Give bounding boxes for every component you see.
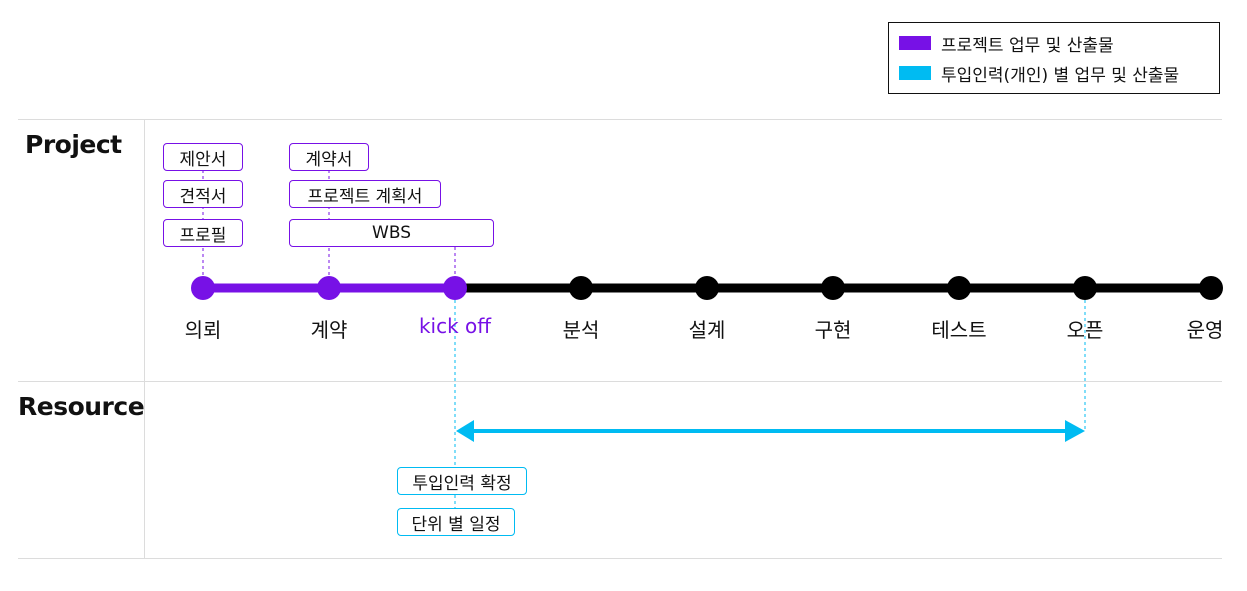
legend-item-resource: 투입인력(개인) 별 업무 및 산출물 bbox=[899, 63, 1180, 86]
section-divider-bottom bbox=[18, 558, 1222, 559]
phase-label-test: 테스트 bbox=[931, 318, 987, 342]
milestone-dot-request bbox=[191, 276, 215, 300]
legend-item-project: 프로젝트 업무 및 산출물 bbox=[899, 33, 1114, 56]
doc-project-plan: 프로젝트 계획서 bbox=[289, 180, 441, 208]
phase-label-request: 의뢰 bbox=[184, 318, 222, 342]
doc-staffing-confirm: 투입인력 확정 bbox=[397, 467, 527, 495]
section-title-resource: Resource bbox=[18, 392, 145, 421]
section-title-project: Project bbox=[25, 130, 122, 159]
phase-label-implementation: 구현 bbox=[814, 318, 852, 342]
doc-contract: 계약서 bbox=[289, 143, 369, 171]
section-divider-middle bbox=[18, 381, 1222, 382]
legend: 프로젝트 업무 및 산출물 투입인력(개인) 별 업무 및 산출물 bbox=[888, 22, 1220, 94]
doc-wbs: WBS bbox=[289, 219, 494, 247]
milestone-dot-kickoff bbox=[443, 276, 467, 300]
legend-label-resource: 투입인력(개인) 별 업무 및 산출물 bbox=[941, 65, 1180, 86]
milestone-dot-implementation bbox=[821, 276, 845, 300]
resource-arrow-left bbox=[456, 420, 474, 442]
phase-label-open: 오픈 bbox=[1066, 318, 1104, 342]
phase-label-analysis: 분석 bbox=[562, 318, 600, 342]
section-label-divider bbox=[144, 119, 145, 559]
doc-proposal: 제안서 bbox=[163, 143, 243, 171]
resource-arrow-right bbox=[1065, 420, 1085, 442]
doc-unit-schedule: 단위 별 일정 bbox=[397, 508, 515, 536]
phase-label-design: 설계 bbox=[688, 318, 726, 342]
section-divider-top bbox=[18, 119, 1222, 120]
legend-swatch-project bbox=[899, 36, 931, 50]
phase-label-kickoff: kick off bbox=[418, 314, 492, 338]
milestone-dot-open bbox=[1073, 276, 1097, 300]
milestone-dot-test bbox=[947, 276, 971, 300]
legend-swatch-resource bbox=[899, 66, 931, 80]
milestone-dot-analysis bbox=[569, 276, 593, 300]
phase-label-contract: 계약 bbox=[310, 318, 348, 342]
phase-label-operation: 운영 bbox=[1186, 318, 1224, 342]
milestone-dot-operation bbox=[1199, 276, 1223, 300]
legend-label-project: 프로젝트 업무 및 산출물 bbox=[941, 35, 1114, 56]
milestone-dot-contract bbox=[317, 276, 341, 300]
milestone-dot-design bbox=[695, 276, 719, 300]
doc-estimate: 견적서 bbox=[163, 180, 243, 208]
doc-profile: 프로필 bbox=[163, 219, 243, 247]
